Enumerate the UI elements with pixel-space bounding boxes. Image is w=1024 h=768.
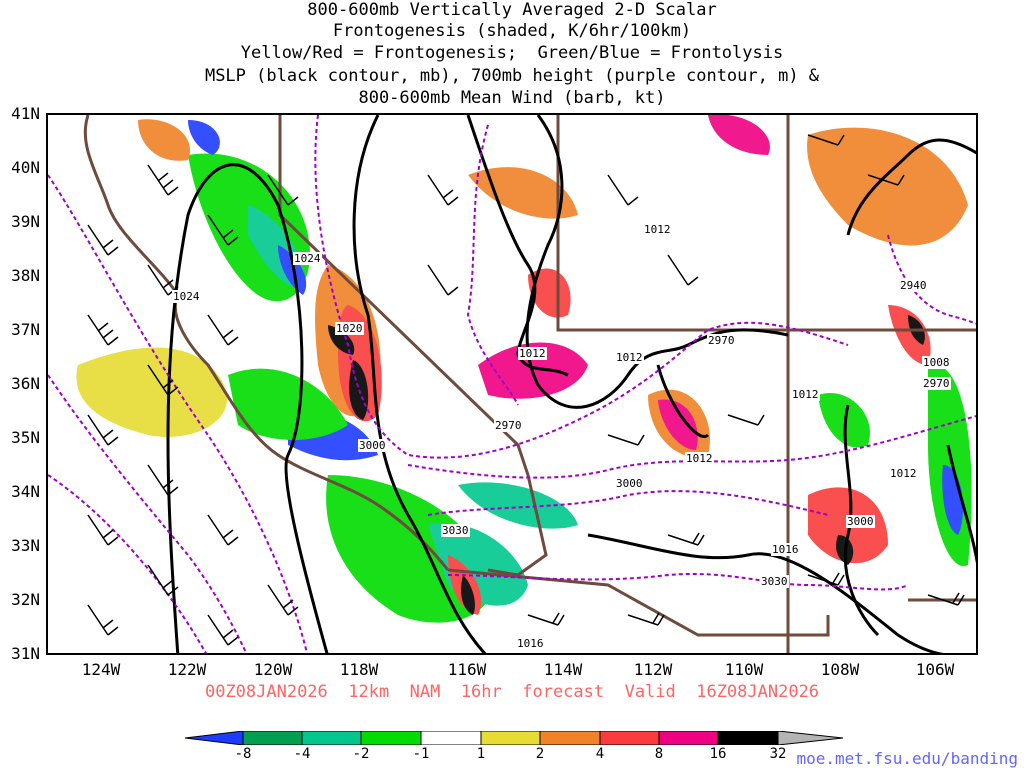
mslp-label: 1012 bbox=[889, 467, 918, 480]
wind-barbs bbox=[87, 134, 965, 646]
lat-label-39n: 39N bbox=[11, 212, 40, 231]
colorbar-label: 1 bbox=[476, 746, 486, 762]
lon-label-106w: 106W bbox=[915, 660, 955, 679]
colorbar-swatch bbox=[599, 731, 660, 745]
map-panel: 1024 1024 1020 1012 1012 1012 1012 1012 … bbox=[46, 113, 978, 655]
height-label: 2970 bbox=[707, 334, 736, 347]
lon-label-116w: 116W bbox=[447, 660, 487, 679]
lat-label-41n: 41N bbox=[11, 104, 40, 123]
lat-label-40n: 40N bbox=[11, 158, 40, 177]
height-label: 2940 bbox=[899, 279, 928, 292]
colorbar-swatch bbox=[301, 731, 362, 745]
lat-label-36n: 36N bbox=[11, 374, 40, 393]
colorbar-label: 2 bbox=[535, 746, 545, 762]
height-label: 3000 bbox=[358, 439, 387, 452]
colorbar-label: -1 bbox=[412, 746, 430, 762]
mslp-label: 1012 bbox=[791, 388, 820, 401]
colorbar-label: 32 bbox=[769, 746, 787, 762]
colorbar-label: -4 bbox=[293, 746, 311, 762]
mslp-label: 1020 bbox=[335, 322, 364, 335]
mslp-label: 1012 bbox=[615, 351, 644, 364]
lon-label-118w: 118W bbox=[339, 660, 379, 679]
map-canvas bbox=[48, 115, 976, 653]
title-line-5: 800-600mb Mean Wind (barb, kt) bbox=[358, 88, 666, 108]
colorbar bbox=[185, 731, 843, 745]
height-label: 3030 bbox=[441, 524, 470, 537]
colorbar-label: 8 bbox=[654, 746, 664, 762]
lat-label-35n: 35N bbox=[11, 428, 40, 447]
mslp-label: 1024 bbox=[172, 290, 201, 303]
colorbar-swatch bbox=[185, 731, 244, 745]
lon-label-124w: 124W bbox=[81, 660, 121, 679]
title-line-1: 800-600mb Vertically Averaged 2-D Scalar bbox=[307, 0, 717, 20]
lon-label-108w: 108W bbox=[820, 660, 860, 679]
lon-label-122w: 122W bbox=[167, 660, 207, 679]
lat-label-37n: 37N bbox=[11, 320, 40, 339]
height-label: 3000 bbox=[615, 477, 644, 490]
lon-label-114w: 114W bbox=[543, 660, 583, 679]
source-url: moe.met.fsu.edu/banding bbox=[796, 749, 1018, 768]
colorbar-swatch bbox=[717, 731, 779, 745]
mslp-label: 1008 bbox=[922, 356, 951, 369]
colorbar-swatch bbox=[539, 731, 601, 745]
lat-label-32n: 32N bbox=[11, 590, 40, 609]
colorbar-label: 16 bbox=[709, 746, 727, 762]
height-label: 3030 bbox=[760, 575, 789, 588]
title-line-2: Frontogenesis (shaded, K/6hr/100km) bbox=[332, 21, 692, 41]
lat-label-34n: 34N bbox=[11, 482, 40, 501]
mslp-label: 1024 bbox=[293, 252, 322, 265]
lat-label-31n: 31N bbox=[11, 644, 40, 663]
colorbar-swatch bbox=[360, 731, 422, 745]
mslp-contours bbox=[166, 115, 976, 653]
colorbar-swatch bbox=[480, 731, 541, 745]
lon-label-110w: 110W bbox=[724, 660, 764, 679]
colorbar-label: -2 bbox=[352, 746, 370, 762]
lon-label-112w: 112W bbox=[633, 660, 673, 679]
colorbar-swatch bbox=[658, 731, 719, 745]
height-label: 2970 bbox=[922, 377, 951, 390]
lon-label-120w: 120W bbox=[253, 660, 293, 679]
lat-label-33n: 33N bbox=[11, 536, 40, 555]
colorbar-swatch bbox=[420, 731, 482, 745]
forecast-valid-line: 00Z08JAN2026 12km NAM 16hr forecast Vali… bbox=[204, 682, 820, 702]
height-label: 3000 bbox=[846, 515, 875, 528]
mslp-label: 1016 bbox=[516, 637, 545, 650]
title-line-4: MSLP (black contour, mb), 700mb height (… bbox=[204, 66, 820, 86]
colorbar-label: -8 bbox=[234, 746, 252, 762]
height-label: 2970 bbox=[494, 419, 523, 432]
height-contours bbox=[48, 115, 976, 653]
mslp-label: 1012 bbox=[643, 223, 672, 236]
colorbar-swatch bbox=[242, 731, 303, 745]
title-line-3: Yellow/Red = Frontogenesis; Green/Blue =… bbox=[240, 43, 784, 63]
mslp-label: 1012 bbox=[518, 347, 547, 360]
colorbar-swatch bbox=[777, 731, 843, 745]
lat-label-38n: 38N bbox=[11, 266, 40, 285]
mslp-label: 1012 bbox=[685, 452, 714, 465]
mslp-label: 1016 bbox=[771, 543, 800, 556]
colorbar-label: 4 bbox=[595, 746, 605, 762]
